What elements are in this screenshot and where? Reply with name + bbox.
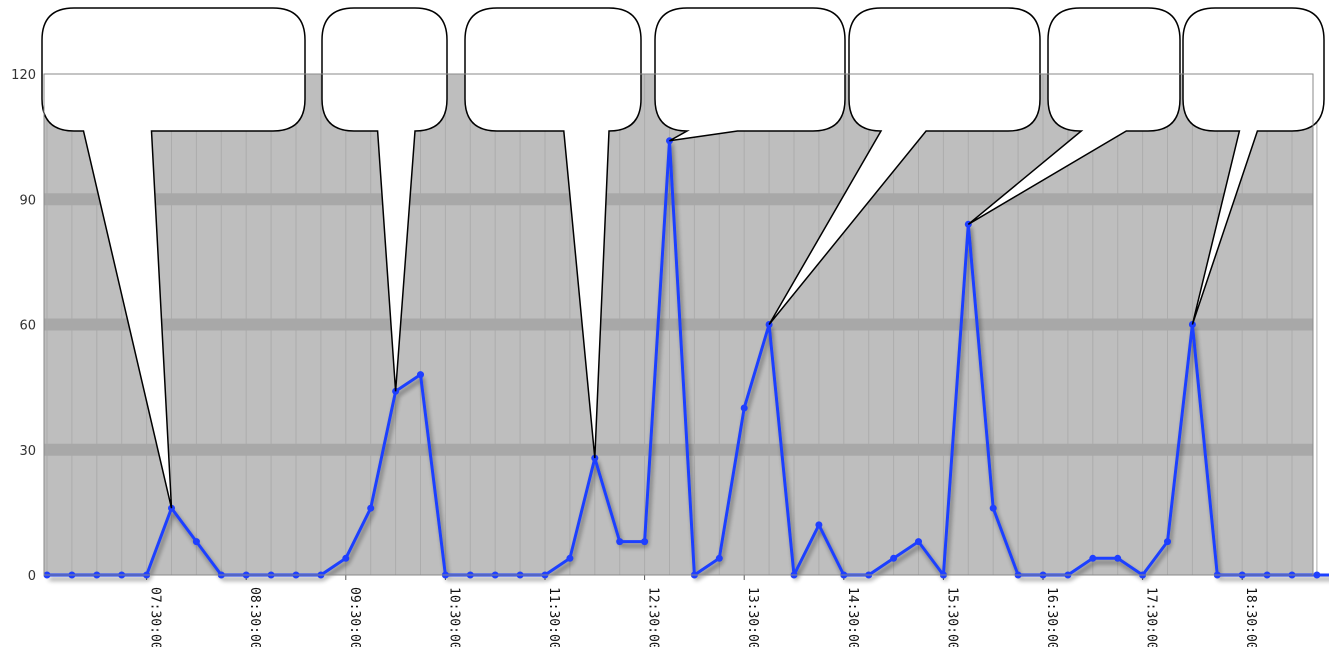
y-axis: 0 30 60 90 120 [11, 68, 36, 584]
y-tick-label: 30 [19, 444, 36, 459]
x-tick-label: 18:30:00 [1243, 587, 1258, 647]
x-tick-label: 10:30:00 [446, 587, 461, 647]
data-point [616, 538, 624, 546]
data-point [740, 404, 748, 412]
data-point [417, 371, 424, 379]
y-tick-label: 60 [19, 319, 36, 334]
horizontal-gridband [44, 193, 1313, 206]
x-tick-label: 17:30:00 [1144, 587, 1159, 647]
horizontal-gridband [44, 318, 1313, 331]
callouts-group [41, 7, 1325, 509]
x-tick-label: 11:30:00 [546, 587, 561, 647]
x-tick-label: 16:30:00 [1044, 587, 1059, 647]
data-point [1089, 554, 1097, 562]
data-point [1164, 538, 1171, 546]
x-tick-label: 12:30:00 [646, 587, 661, 647]
x-tick-label: 14:30:00 [845, 587, 860, 647]
y-tick-label: 90 [19, 193, 36, 208]
data-point [890, 554, 898, 562]
data-point [1114, 554, 1122, 562]
data-point [1313, 571, 1321, 579]
horizontal-gridband [44, 443, 1313, 456]
callout-5 [768, 7, 1041, 325]
callout-1 [41, 7, 306, 509]
y-tick-label: 120 [11, 68, 36, 83]
x-tick-label: 09:30:00 [347, 587, 362, 647]
callout-2 [321, 7, 448, 392]
callout-7 [1182, 7, 1325, 325]
data-point [367, 504, 375, 512]
plot-border [43, 73, 1314, 576]
x-tick-label: 15:30:00 [944, 587, 959, 647]
data-point [192, 538, 200, 546]
x-axis: 07:30:00 08:30:00 09:30:00 10:30:00 11:30:00… [44, 574, 1313, 647]
data-point [566, 554, 574, 562]
data-point [989, 504, 997, 512]
x-tick-label: 08:30:00 [247, 587, 262, 647]
data-point [815, 521, 823, 529]
y-tick-label: 0 [28, 569, 36, 584]
x-tick-label: 07:30:00 [148, 587, 163, 647]
data-point [641, 538, 649, 546]
data-point [342, 554, 350, 562]
x-tick-label: 13:30:00 [745, 587, 760, 647]
data-point [715, 554, 723, 562]
data-point [915, 538, 922, 546]
callout-6 [967, 7, 1181, 225]
callout-3 [464, 7, 642, 459]
